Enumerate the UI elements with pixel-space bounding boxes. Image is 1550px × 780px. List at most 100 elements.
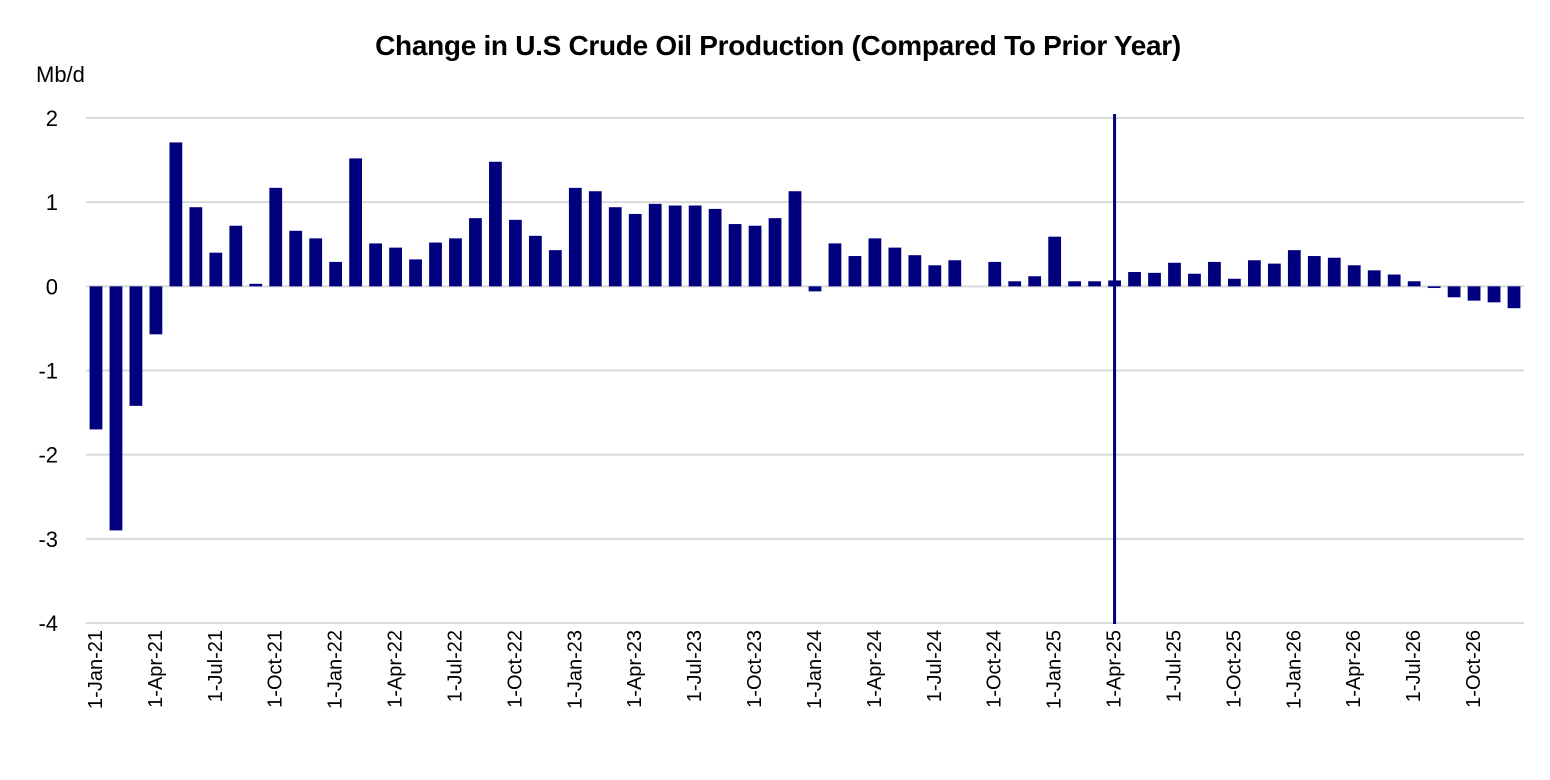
bar-1-Apr-23 bbox=[628, 213, 642, 287]
bar-1-Feb-25 bbox=[1068, 281, 1082, 287]
bar-1-Jan-26 bbox=[1287, 250, 1301, 287]
x-tick-label: 1-Apr-26 bbox=[1343, 630, 1365, 708]
y-tick-label: -4 bbox=[38, 611, 58, 636]
bar-1-Aug-26 bbox=[1427, 286, 1441, 289]
x-tick-label: 1-Oct-26 bbox=[1463, 630, 1485, 708]
x-tick-label: 1-Jan-24 bbox=[804, 630, 826, 709]
gridlines bbox=[86, 117, 1524, 624]
chart-title: Change in U.S Crude Oil Production (Comp… bbox=[375, 30, 1181, 61]
x-tick-label: 1-Jan-26 bbox=[1283, 630, 1305, 709]
bar-1-Mar-22 bbox=[369, 243, 382, 287]
y-tick-label: -1 bbox=[38, 359, 58, 384]
x-tick-label: 1-Jan-25 bbox=[1044, 630, 1066, 709]
bar-1-Sep-23 bbox=[728, 224, 742, 287]
bar-1-Jun-22 bbox=[429, 242, 442, 287]
bar-1-Dec-24 bbox=[1028, 276, 1042, 287]
x-tick-label: 1-Apr-23 bbox=[624, 630, 646, 708]
bar-1-Dec-26 bbox=[1507, 286, 1521, 309]
bars bbox=[89, 142, 1521, 531]
x-tick-label: 1-Apr-22 bbox=[385, 630, 407, 708]
bar-1-Jan-25 bbox=[1048, 236, 1062, 287]
bar-1-May-25 bbox=[1128, 272, 1141, 287]
x-tick-label: 1-Jul-26 bbox=[1403, 630, 1425, 702]
bar-1-Nov-25 bbox=[1247, 260, 1261, 287]
bar-1-Jan-21 bbox=[89, 286, 103, 430]
bar-1-Oct-24 bbox=[988, 261, 1002, 287]
bar-1-Mar-23 bbox=[608, 207, 622, 287]
bar-1-Jun-25 bbox=[1148, 272, 1161, 287]
x-tick-label: 1-Jan-22 bbox=[325, 630, 347, 709]
bar-1-Jul-26 bbox=[1407, 281, 1421, 287]
bar-1-Dec-25 bbox=[1267, 263, 1281, 287]
bar-1-Feb-26 bbox=[1307, 256, 1321, 287]
bar-1-Jan-22 bbox=[329, 261, 343, 287]
x-tick-label: 1-Oct-23 bbox=[744, 630, 766, 708]
bar-1-Sep-25 bbox=[1208, 261, 1221, 287]
bar-1-Aug-22 bbox=[469, 218, 482, 287]
bar-1-Mar-26 bbox=[1327, 257, 1341, 287]
bar-1-May-26 bbox=[1367, 270, 1381, 287]
x-tick-label: 1-Jul-22 bbox=[444, 630, 466, 702]
y-tick-label: -2 bbox=[38, 443, 58, 468]
bar-1-Oct-25 bbox=[1228, 278, 1241, 287]
bar-1-Nov-21 bbox=[289, 230, 303, 287]
bar-1-Apr-21 bbox=[149, 286, 163, 335]
y-tick-label: -3 bbox=[38, 527, 58, 552]
y-tick-label: 1 bbox=[46, 190, 58, 215]
bar-1-Jul-22 bbox=[449, 238, 462, 287]
y-tick-label: 2 bbox=[46, 106, 58, 131]
bar-1-Jan-24 bbox=[808, 286, 822, 292]
y-axis-unit-label: Mb/d bbox=[36, 62, 85, 87]
bar-1-Jan-23 bbox=[568, 187, 582, 287]
bar-1-Jul-23 bbox=[688, 205, 702, 287]
x-tick-label: 1-Jan-23 bbox=[564, 630, 586, 709]
bar-1-Sep-22 bbox=[489, 161, 502, 287]
bar-1-May-23 bbox=[648, 203, 662, 287]
bar-1-Jun-21 bbox=[189, 207, 203, 287]
bar-1-Feb-23 bbox=[588, 191, 602, 287]
bar-1-Aug-21 bbox=[229, 225, 243, 287]
bar-1-Nov-24 bbox=[1008, 281, 1022, 287]
y-tick-label: 0 bbox=[46, 274, 58, 299]
x-tick-label: 1-Oct-22 bbox=[504, 630, 526, 708]
bar-1-May-24 bbox=[888, 247, 902, 287]
x-tick-label: 1-Jul-21 bbox=[205, 630, 227, 702]
bar-1-Jun-24 bbox=[908, 255, 922, 287]
bar-1-Apr-22 bbox=[389, 247, 402, 287]
bar-1-Oct-23 bbox=[748, 225, 762, 287]
x-tick-label: 1-Jul-24 bbox=[924, 630, 946, 702]
bar-1-Jun-26 bbox=[1387, 274, 1401, 287]
x-tick-label: 1-Apr-21 bbox=[145, 630, 167, 708]
bar-1-Sep-26 bbox=[1447, 286, 1461, 298]
bar-1-Mar-24 bbox=[848, 256, 862, 287]
bar-1-Feb-24 bbox=[828, 243, 842, 287]
x-tick-label: 1-Oct-24 bbox=[984, 630, 1006, 708]
x-axis-ticks: 1-Jan-21 1-Apr-21 1-Jul-21 1-Oct-21 1-Jan-22… bbox=[85, 630, 1485, 709]
bar-1-Oct-22 bbox=[509, 219, 522, 287]
bar-1-Nov-23 bbox=[768, 218, 782, 287]
bar-1-Oct-26 bbox=[1467, 286, 1481, 301]
bar-1-Dec-22 bbox=[548, 250, 562, 287]
bar-1-Apr-24 bbox=[868, 238, 882, 287]
bar-1-Jul-21 bbox=[209, 252, 223, 287]
bar-1-Mar-25 bbox=[1088, 281, 1101, 287]
bar-1-Aug-25 bbox=[1188, 273, 1201, 287]
bar-1-Sep-21 bbox=[249, 283, 263, 287]
bar-1-Jul-25 bbox=[1168, 262, 1181, 287]
x-tick-label: 1-Apr-25 bbox=[1104, 630, 1126, 708]
bar-1-Dec-21 bbox=[309, 238, 323, 287]
x-tick-label: 1-Oct-21 bbox=[265, 630, 287, 708]
bar-1-Apr-26 bbox=[1347, 265, 1361, 287]
bar-1-Feb-22 bbox=[349, 158, 363, 287]
bar-1-May-21 bbox=[169, 142, 183, 287]
bar-1-Nov-26 bbox=[1487, 286, 1501, 303]
x-tick-label: 1-Apr-24 bbox=[864, 630, 886, 708]
bar-1-Nov-22 bbox=[528, 235, 542, 287]
bar-1-Oct-21 bbox=[269, 187, 283, 287]
bar-1-Aug-24 bbox=[948, 260, 962, 287]
bar-1-Jul-24 bbox=[928, 265, 942, 287]
bar-1-Feb-21 bbox=[109, 286, 123, 531]
y-axis-ticks: 2 1 0 -1 -2 -3 -4 bbox=[38, 106, 58, 636]
bar-1-Mar-21 bbox=[129, 286, 143, 406]
